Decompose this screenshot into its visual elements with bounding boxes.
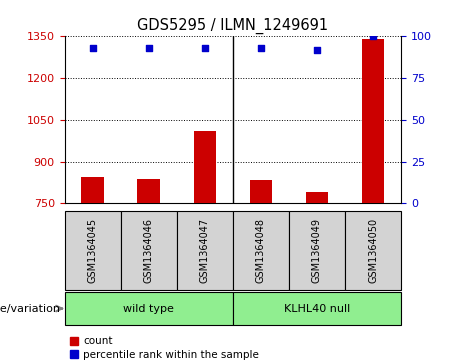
Text: GSM1364050: GSM1364050 [368, 218, 378, 283]
Legend: count, percentile rank within the sample: count, percentile rank within the sample [70, 337, 259, 360]
Point [313, 47, 321, 53]
Point [257, 45, 265, 51]
Text: GSM1364046: GSM1364046 [144, 218, 154, 283]
Text: GSM1364045: GSM1364045 [88, 218, 98, 283]
Title: GDS5295 / ILMN_1249691: GDS5295 / ILMN_1249691 [137, 17, 328, 33]
Text: genotype/variation: genotype/variation [0, 303, 60, 314]
Text: GSM1364049: GSM1364049 [312, 218, 322, 283]
Point [145, 45, 152, 51]
Bar [362, 39, 384, 203]
Bar [306, 192, 328, 203]
Text: GSM1364048: GSM1364048 [256, 218, 266, 283]
Bar [137, 179, 160, 203]
Text: GSM1364047: GSM1364047 [200, 218, 210, 283]
Bar [194, 131, 216, 203]
Bar [250, 180, 272, 203]
Point [89, 45, 96, 51]
Point [369, 33, 377, 39]
Text: KLHL40 null: KLHL40 null [284, 303, 350, 314]
Text: wild type: wild type [123, 303, 174, 314]
Bar [82, 177, 104, 203]
Point [201, 45, 208, 51]
